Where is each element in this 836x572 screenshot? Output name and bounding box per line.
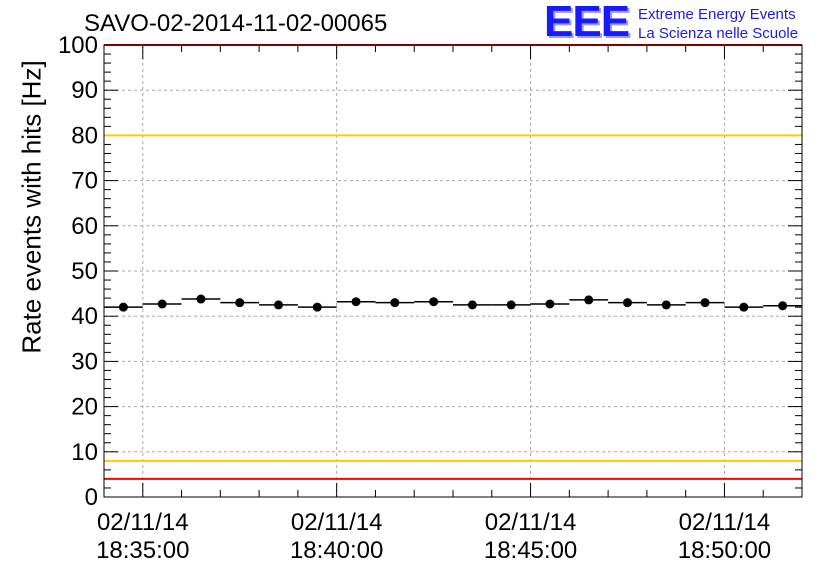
data-point: [429, 297, 439, 307]
data-point: [545, 299, 555, 309]
y-tick-label: 90: [71, 77, 98, 104]
data-point: [312, 302, 322, 312]
x-tick-date-label: 02/11/14: [679, 509, 771, 536]
x-tick-date-label: 02/11/14: [291, 509, 383, 536]
y-tick-label: 10: [71, 439, 98, 466]
data-point: [157, 299, 167, 309]
logo-mark: EEE: [544, 0, 630, 46]
data-point: [196, 294, 206, 304]
x-tick-time-label: 18:45:00: [484, 537, 577, 564]
data-point: [506, 300, 516, 310]
data-point: [351, 297, 361, 307]
y-tick-label: 60: [71, 213, 98, 240]
data-point: [661, 300, 671, 310]
y-tick-label: 80: [71, 122, 98, 149]
data-point: [467, 300, 477, 310]
x-tick-time-label: 18:35:00: [96, 537, 189, 564]
data-point: [118, 302, 128, 312]
plot-frame: [103, 44, 803, 498]
y-tick-label: 0: [85, 484, 98, 511]
data-point: [274, 300, 283, 310]
data-point: [700, 298, 710, 308]
chart-title: SAVO-02-2014-11-02-00065: [84, 10, 388, 37]
y-tick-label: 40: [71, 303, 98, 330]
y-tick-label: 20: [71, 394, 98, 421]
data-point: [623, 298, 632, 308]
data-point: [235, 298, 245, 308]
x-tick-time-label: 18:40:00: [290, 537, 383, 564]
x-tick-time-label: 18:50:00: [678, 537, 771, 564]
logo-line-2: La Scienza nelle Scuole: [638, 25, 799, 42]
y-tick-label: 30: [71, 348, 98, 375]
x-tick-date-label: 02/11/14: [485, 509, 577, 536]
data-point: [739, 302, 749, 312]
logo-line-1: Extreme Energy Events: [638, 6, 796, 23]
data-point: [778, 301, 788, 311]
data-point: [390, 298, 400, 308]
y-tick-label: 50: [71, 258, 98, 285]
x-tick-date-label: 02/11/14: [97, 509, 189, 536]
y-tick-label: 100: [58, 32, 98, 59]
data-point: [584, 295, 594, 305]
y-tick-label: 70: [71, 168, 98, 195]
